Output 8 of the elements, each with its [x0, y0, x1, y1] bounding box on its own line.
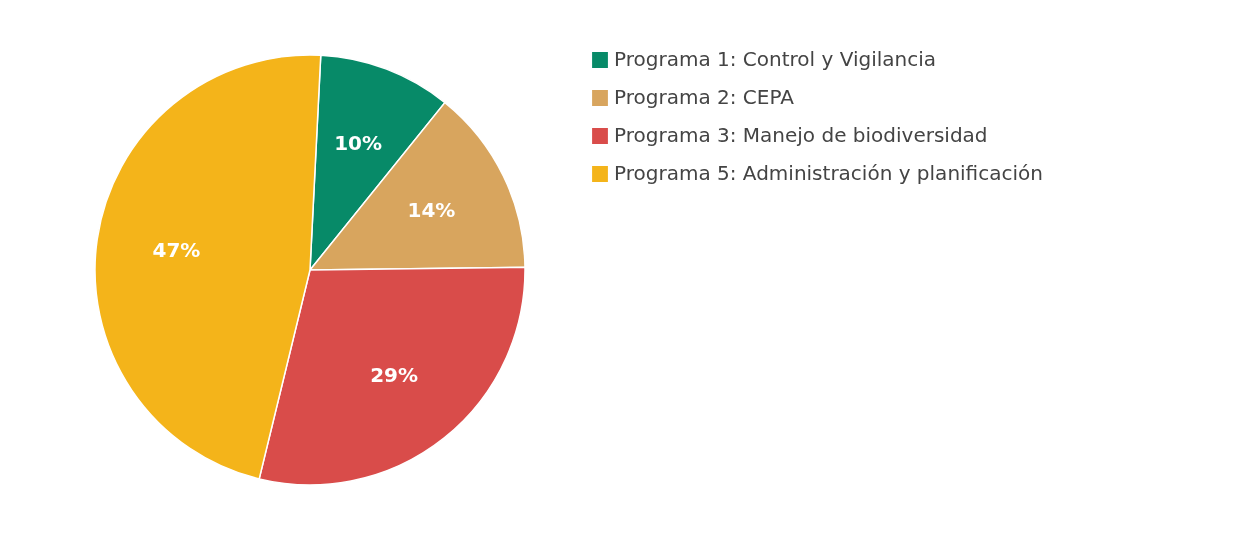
legend-label: Programa 5: Administración y planificación	[614, 161, 1043, 185]
data-label: 10%	[334, 130, 383, 155]
data-label: 14%	[407, 197, 456, 222]
legend-label: Programa 3: Manejo de biodiversidad	[614, 123, 988, 147]
data-label: 47%	[152, 237, 201, 262]
legend-label: Programa 1: Control y Vigilancia	[614, 47, 937, 71]
data-label: 29%	[370, 362, 419, 387]
legend-label: Programa 2: CEPA	[614, 85, 795, 109]
